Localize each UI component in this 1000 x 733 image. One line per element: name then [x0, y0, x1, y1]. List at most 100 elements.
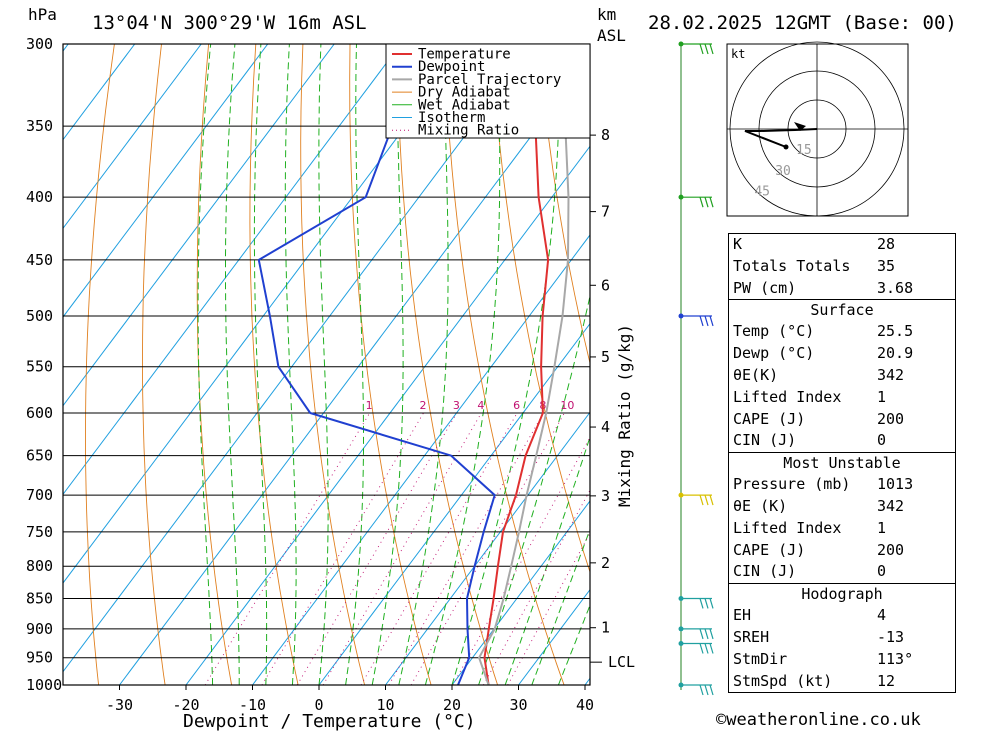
mixing-ratio-tick-label: 10: [560, 399, 574, 412]
wet-adiabat-line: [504, 435, 590, 685]
index-row: Pressure (mb) 1013: [729, 474, 955, 496]
wind-barb-flag: [704, 643, 709, 654]
storm-motion-marker: [794, 122, 806, 131]
wind-barb-flag: [709, 643, 714, 654]
index-name: CAPE (J): [733, 409, 806, 428]
temp-tick-label: -20: [172, 696, 199, 714]
legend-label: Dewpoint: [418, 59, 485, 75]
mixing-ratio-line: [410, 412, 565, 685]
wind-barb-flag: [704, 196, 709, 208]
mixing-ratio-line: [388, 412, 544, 685]
wind-barb-flag: [709, 628, 714, 640]
km-tick-label: 6: [601, 276, 610, 294]
hodograph-title: Hodograph: [801, 585, 883, 604]
dry-adiabat-line: [142, 44, 166, 685]
index-name: Totals Totals: [733, 256, 851, 275]
mixing-ratio-tick-label: 3: [453, 399, 460, 412]
hodograph-ring-label: 30: [775, 164, 791, 179]
temp-tick-label: 0: [314, 696, 323, 714]
index-name: PW (cm): [733, 278, 797, 297]
mixing-ratio-line: [483, 489, 590, 685]
wind-barb-flag: [699, 684, 704, 696]
parcel-trajectory-profile: [478, 44, 570, 685]
index-row: θE (K) 342: [729, 496, 955, 518]
index-name: EH: [733, 606, 752, 625]
index-row: CAPE (J) 200: [729, 409, 955, 431]
wind-barb-flag: [699, 494, 704, 506]
indices-table: K 28 Totals Totals 35 PW (cm) 3.68 Surface Te…: [728, 233, 956, 694]
temp-tick-label: -10: [239, 696, 266, 714]
wind-barb-flag: [704, 43, 709, 55]
index-row: EH 4: [729, 605, 955, 627]
dry-adiabat-line: [349, 44, 432, 685]
dry-adiabat-line: [396, 44, 499, 685]
index-row: Temp (°C) 25.5: [729, 321, 955, 343]
index-value: 3.68: [877, 278, 914, 297]
legend-label: Isotherm: [418, 110, 485, 126]
index-row: θE(K) 342: [729, 365, 955, 387]
isotherm-line: [63, 44, 202, 230]
credit-link[interactable]: ©weatheronline.co.uk: [716, 710, 921, 730]
wind-barb-flag: [709, 315, 714, 327]
isotherm-line: [63, 44, 335, 407]
mixing-ratio-tick-label: 25: [651, 399, 665, 412]
index-name: SREH: [733, 627, 770, 646]
wet-adiabat-line: [531, 528, 590, 685]
hodograph-indices: Hodograph EH 4 SREH -13 StmDir 113° StmSpd (kt…: [729, 583, 955, 692]
wind-barb-flag: [709, 43, 714, 55]
index-value: 20.9: [877, 344, 914, 363]
index-row: K 28: [729, 234, 955, 256]
km-tick-label: 4: [601, 418, 610, 436]
index-name: CIN (J): [733, 431, 797, 450]
index-name: θE (K): [733, 496, 788, 515]
index-value: 0: [877, 562, 887, 581]
index-name: Lifted Index: [733, 518, 842, 537]
index-row: Lifted Index 1: [729, 387, 955, 409]
index-value: 1: [877, 518, 887, 537]
index-row: SREH -13: [729, 627, 955, 649]
wind-barb-flag: [699, 643, 704, 654]
hodograph-ring-label: 15: [796, 143, 812, 158]
wet-adiabat-line: [345, 44, 364, 685]
km-tick-label: 8: [601, 126, 610, 144]
temp-tick-label: 20: [443, 696, 461, 714]
index-value: -13: [877, 627, 905, 646]
index-row: CAPE (J) 200: [729, 540, 955, 562]
mixing-ratio-axis-label: Mixing Ratio (g/kg): [615, 324, 634, 507]
index-name: θE(K): [733, 365, 779, 384]
index-name: CAPE (J): [733, 540, 806, 559]
temp-tick-label: 40: [576, 696, 594, 714]
index-name: Temp (°C): [733, 322, 815, 341]
index-value: 12: [877, 671, 896, 690]
dry-adiabat-line: [538, 44, 590, 366]
pressure-tick-label: 1000: [26, 676, 62, 694]
surface-title: Surface: [810, 301, 874, 320]
pressure-tick-label: 850: [26, 589, 53, 607]
datetime-title: 28.02.2025 12GMT (Base: 00): [648, 12, 957, 34]
pressure-tick-label: 500: [26, 307, 53, 325]
isotherm-line: [385, 411, 590, 685]
isotherm-line: [185, 145, 590, 685]
index-value: 25.5: [877, 322, 914, 341]
index-value: 0: [877, 431, 887, 450]
wind-barb-flag: [704, 315, 709, 327]
index-row: StmDir 113°: [729, 649, 955, 671]
index-value: 342: [877, 365, 905, 384]
legend-label: Dry Adiabat: [418, 85, 511, 101]
pressure-tick-label: 400: [26, 188, 53, 206]
pressure-tick-label: 800: [26, 557, 53, 575]
wind-barb-flag: [709, 494, 714, 506]
wet-adiabat-line: [478, 293, 590, 685]
wet-adiabat-line: [557, 603, 590, 685]
temp-tick-label: -30: [106, 696, 133, 714]
mixing-ratio-tick-label: 1: [366, 399, 373, 412]
wind-barb-flag: [709, 196, 714, 208]
isotherm-line: [119, 56, 590, 685]
dry-adiabat-line: [443, 44, 565, 685]
surface-indices: Surface Temp (°C) 25.5 Dewp (°C) 20.9 θE(K) 3…: [729, 299, 955, 452]
hodograph-end-dot: [783, 144, 789, 150]
wind-barb-flag: [699, 315, 704, 327]
index-value: 1: [877, 387, 887, 406]
index-name: Pressure (mb): [733, 475, 851, 494]
